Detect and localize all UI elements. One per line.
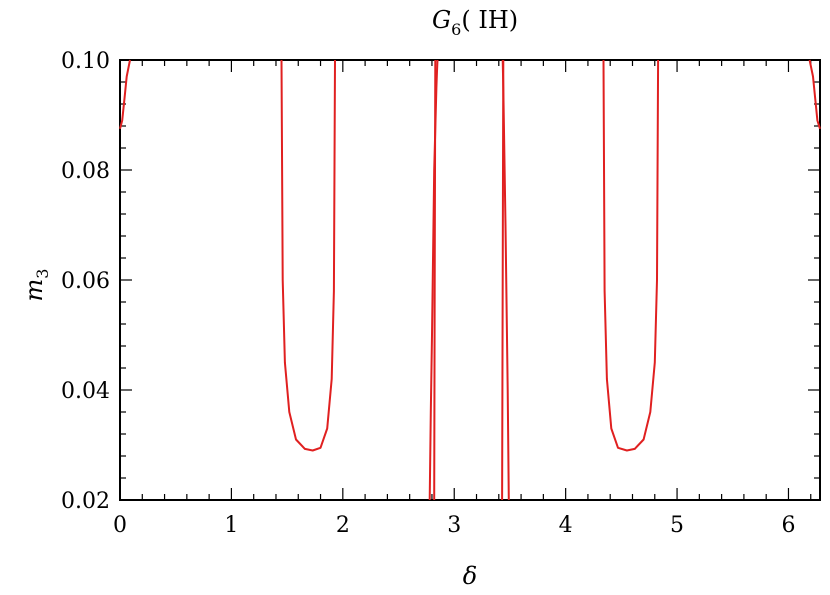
- x-tick-label: 4: [559, 513, 573, 538]
- series-line-7: [602, 59, 660, 452]
- y-tick-label: 0.02: [61, 489, 110, 514]
- x-tick-label: 2: [336, 513, 350, 538]
- series-line-1: [119, 59, 131, 130]
- chart-title: G6( IH): [432, 6, 518, 39]
- y-tick-label: 0.08: [61, 159, 110, 184]
- y-tick-labels: 0.02 0.04 0.06 0.08 0.10: [61, 49, 110, 514]
- series-line-8: [808, 59, 821, 130]
- y-tick-label: 0.06: [61, 269, 110, 294]
- tick-marks: [119, 59, 820, 501]
- x-tick-label: 5: [670, 513, 684, 538]
- y-tick-label: 0.10: [61, 49, 110, 74]
- series-line-2: [280, 59, 336, 452]
- series-line-6: [501, 59, 510, 501]
- y-tick-label: 0.04: [61, 379, 110, 404]
- x-axis-label: δ: [463, 562, 477, 590]
- x-tick-label: 0: [113, 513, 127, 538]
- x-tick-label: 6: [781, 513, 795, 538]
- x-tick-label: 1: [224, 513, 238, 538]
- y-axis-label: m3: [20, 269, 52, 302]
- series-group: [119, 59, 821, 501]
- x-tick-label: 3: [447, 513, 461, 538]
- series-line-4: [433, 59, 437, 501]
- x-tick-labels: 0 1 2 3 4 5 6: [113, 513, 795, 538]
- plot-frame: [119, 59, 821, 501]
